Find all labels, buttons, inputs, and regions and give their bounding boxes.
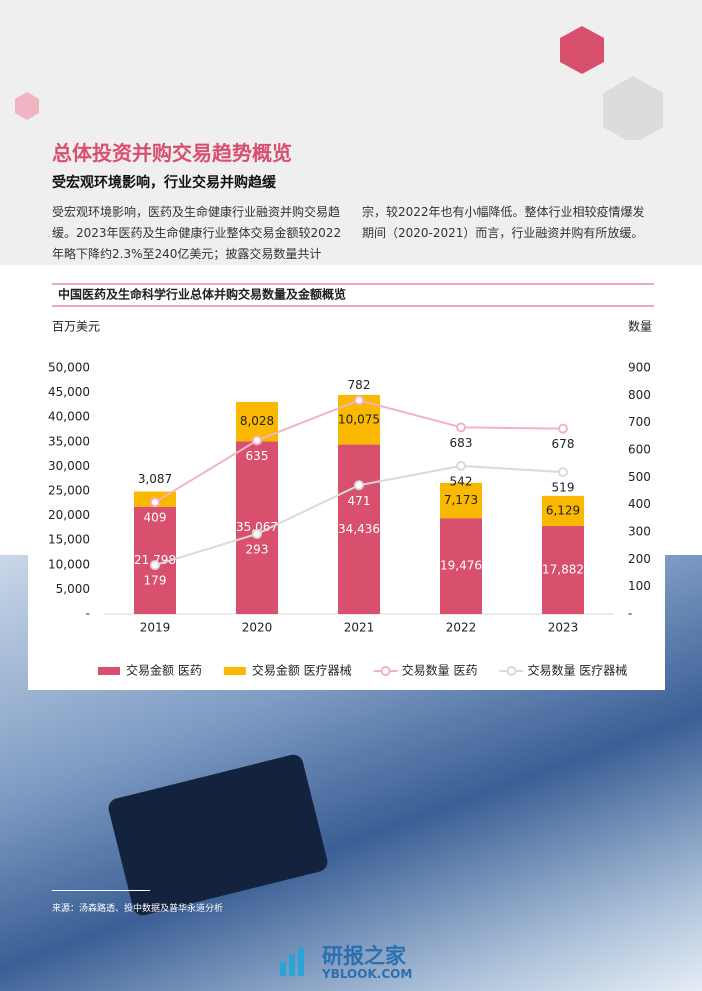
marker (252, 435, 262, 446)
y-tick-label: 45,000 (48, 385, 90, 399)
marker (456, 460, 466, 471)
y2-tick-label: 300 (628, 525, 651, 539)
y2-tick-label: 600 (628, 443, 651, 457)
data-label: 683 (450, 436, 473, 450)
y2-tick-label: 900 (628, 361, 651, 375)
data-label: 635 (246, 449, 269, 463)
y-tick-label: 50,000 (48, 361, 90, 375)
hexagon (603, 76, 663, 140)
marker (354, 480, 364, 491)
source: 来源：汤森路透、投中数据及普华永道分析 (52, 904, 224, 914)
data-label: 782 (348, 378, 371, 392)
paragraph: 宗，较2022年也有小幅降低。整体行业相较疫情爆发期间（2020-2021）而言… (362, 205, 645, 240)
y-tick-label: 10,000 (48, 557, 90, 571)
marker (252, 528, 262, 539)
watermark-name: 研报之家 (322, 944, 406, 968)
marker (456, 422, 466, 433)
chart-title: 中国医药及生命科学行业总体并购交易数量及金额概览 (58, 287, 346, 302)
legend-label: 交易金额 医疗器械 (252, 663, 352, 678)
data-label: 17,882 (542, 563, 584, 577)
data-label: 10,075 (338, 412, 380, 426)
data-label: 7,173 (444, 493, 478, 507)
data-label: 34,436 (338, 522, 380, 536)
source-rule (52, 890, 150, 891)
y2-tick-label: - (628, 607, 632, 621)
bar (338, 444, 380, 614)
hexagon (560, 26, 604, 74)
data-label: 6,129 (546, 503, 580, 517)
data-label: 21,798 (134, 553, 176, 567)
data-label: 179 (144, 574, 167, 588)
y2-tick-label: 500 (628, 470, 651, 484)
decoration (15, 26, 663, 140)
bar (440, 482, 482, 519)
data-label: 542 (450, 474, 473, 488)
y-tick-label: 40,000 (48, 410, 90, 424)
y2-tick-label: 100 (628, 579, 651, 593)
legend-swatch (98, 667, 120, 675)
legend-swatch (506, 666, 517, 676)
legend-label: 交易数量 医疗器械 (527, 663, 627, 678)
y2-tick-label: 800 (628, 388, 651, 402)
y-tick-label: 5,000 (56, 582, 90, 596)
y-tick-label: - (86, 607, 90, 621)
marker (150, 560, 160, 571)
data-label: 35,067 (236, 520, 278, 534)
data-label: 409 (144, 511, 167, 525)
y2-tick-label: 400 (628, 497, 651, 511)
y-axis-label: 百万美元 (52, 320, 100, 334)
data-label: 3,087 (138, 472, 172, 486)
subtitle: 受宏观环境影响，行业交易并购趋缓 (52, 175, 276, 191)
y-tick-label: 25,000 (48, 484, 90, 498)
data-label: 471 (348, 494, 371, 508)
marker (558, 423, 568, 434)
y-tick-label: 15,000 (48, 533, 90, 547)
bar (542, 526, 584, 614)
y-tick-label: 30,000 (48, 459, 90, 473)
data-label: 293 (246, 542, 269, 556)
y-tick-label: 20,000 (48, 508, 90, 522)
watermark-url: YBLOOK.COM (322, 967, 413, 981)
x-tick-label: 2021 (344, 621, 375, 635)
x-tick-label: 2023 (548, 621, 579, 635)
marker (558, 467, 568, 478)
y2-tick-label: 200 (628, 552, 651, 566)
bar (542, 495, 584, 527)
data-label: 678 (552, 437, 575, 451)
watermark-logo (280, 948, 304, 976)
y2-axis-label: 数量 (628, 319, 652, 334)
legend-swatch (223, 667, 246, 675)
y-tick-label: 35,000 (48, 434, 90, 448)
x-tick-label: 2019 (140, 621, 171, 635)
marker (354, 395, 364, 406)
data-label: 19,476 (440, 559, 482, 573)
legend-swatch (380, 666, 391, 676)
marker (150, 497, 160, 508)
hexagon (15, 92, 39, 120)
x-tick-label: 2022 (446, 621, 477, 635)
data-label: 519 (552, 481, 575, 495)
y2-tick-label: 700 (628, 415, 651, 429)
bar (440, 518, 482, 614)
watermark: 研报之家 YBLOOK.COM (276, 940, 436, 986)
x-tick-label: 2020 (242, 621, 273, 635)
legend-label: 交易数量 医药 (402, 663, 478, 678)
data-label: 8,028 (240, 414, 274, 428)
page-title: 总体投资并购交易趋势概览 (52, 141, 292, 165)
legend-label: 交易金额 医药 (126, 663, 202, 678)
